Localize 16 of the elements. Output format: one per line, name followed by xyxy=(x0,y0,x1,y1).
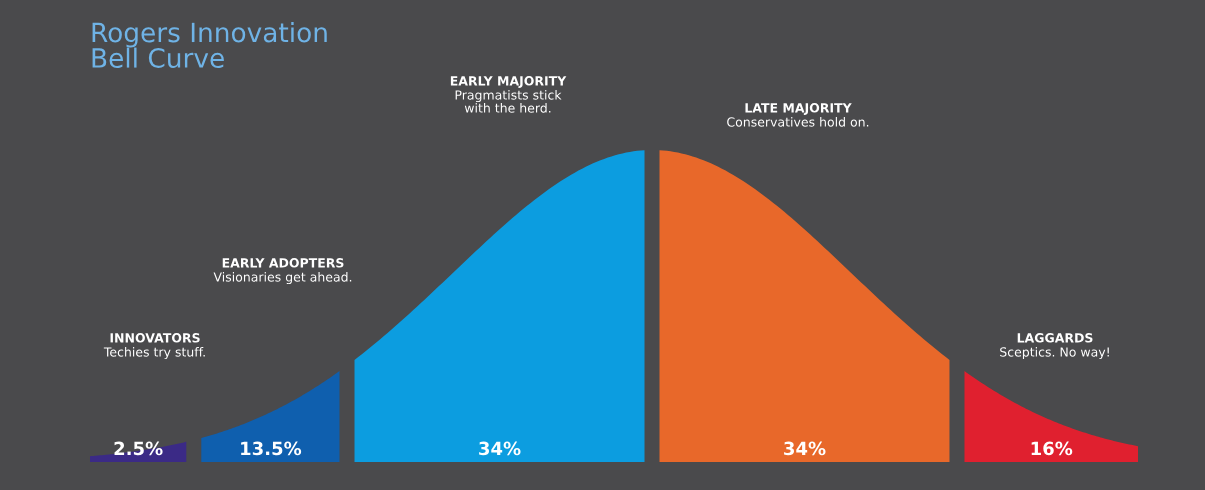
text: Pragmatists stick with the herd. xyxy=(455,90,562,113)
category-label: LATE MAJORITY xyxy=(745,103,852,115)
category-label: LAGGARDS xyxy=(1017,333,1093,343)
text: Sceptics. No way! xyxy=(1000,347,1109,360)
data-label: 34% xyxy=(784,441,826,456)
text: Conservatives hold on. xyxy=(727,117,869,127)
data-label: 34% xyxy=(479,441,521,456)
category-label: INNOVATORS xyxy=(110,333,200,343)
text: Rogers Innovation Bell Curve xyxy=(92,22,327,68)
data-label: 16% xyxy=(1031,441,1073,456)
category-label: EARLY MAJORITY xyxy=(450,76,567,88)
data-label: 2.5% xyxy=(114,441,163,456)
text: Techies try stuff. xyxy=(103,347,205,360)
text: Visionaries get ahead. xyxy=(213,272,352,285)
data-label: 13.5% xyxy=(241,441,302,456)
category-label: EARLY ADOPTERS xyxy=(222,258,344,268)
